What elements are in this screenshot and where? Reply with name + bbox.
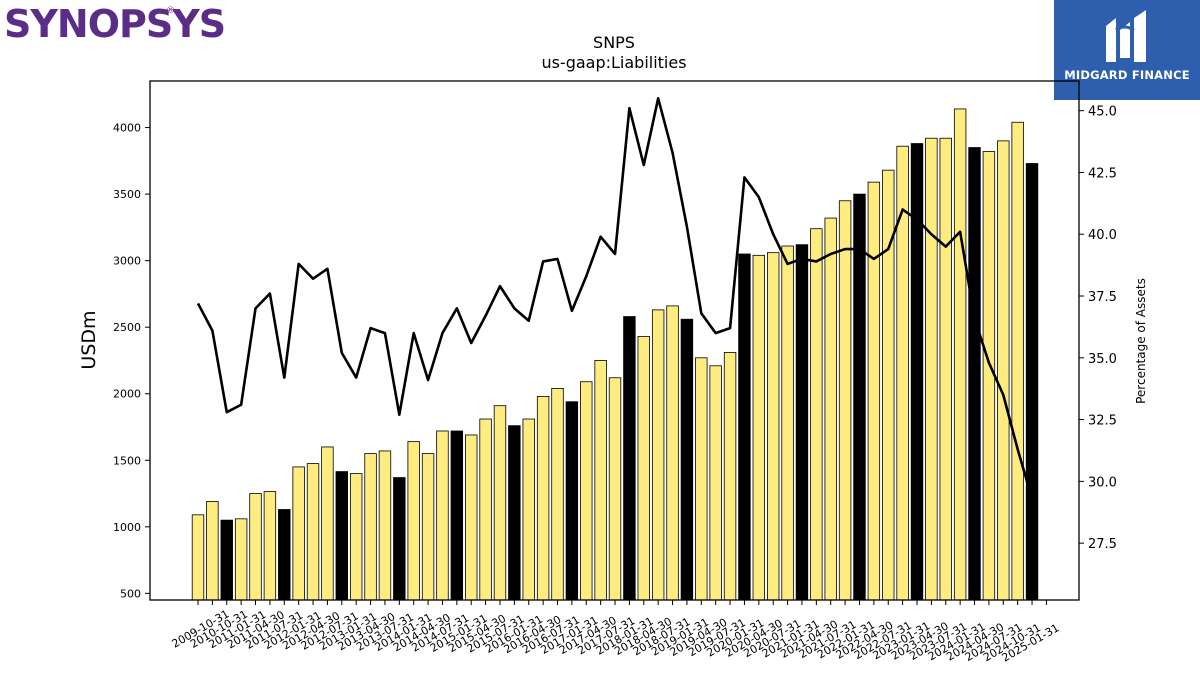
bar-2023-07-31 [953,108,967,601]
bar-2013-10-31 [393,477,406,601]
bar-2014-10-31 [450,430,464,601]
bar-2016-04-30 [536,395,550,601]
bar-2023-04-30 [939,137,952,601]
bar-2013-04-30 [364,453,377,601]
bar-2015-04-30 [479,418,492,601]
chart-subtitle: us-gaap:Liabilities [541,53,686,72]
bar-2017-01-31 [580,381,593,601]
bar-2012-04-30 [306,463,320,601]
bar-2012-01-31 [292,466,305,601]
bar-2014-07-31 [436,430,449,601]
bar-2020-07-31 [781,245,794,601]
bar-2021-07-31 [838,200,852,601]
y-tick-label: 3500 [113,188,141,201]
left-axis-ticks: 500 1000 1500 2000 2500 3000 3500 4000 [113,122,150,600]
bar-2018-01-31 [637,336,650,601]
bar-2012-10-31 [335,471,349,601]
bar-2013-01-31 [349,473,363,601]
midgard-m-icon [1106,10,1146,62]
bar-2020-04-30 [767,252,780,601]
bar-2010-10-31 [220,519,233,601]
midgard-finance-label: MIDGARD FINANCE [1064,68,1190,82]
bar-2019-01-31 [695,357,708,601]
y-tick-label: 3000 [113,255,141,268]
y-tick-label: 2000 [113,388,141,401]
bar-2020-01-31 [752,254,766,601]
bar-2023-01-31 [925,137,938,601]
registered-mark: ® [166,6,175,16]
y2-axis-label: Percentage of Assets [1134,278,1148,404]
y2-tick-label: 40.0 [1088,228,1117,243]
right-axis-ticks: 27.5 30.0 32.5 35.0 37.5 40.0 42.5 45.0 [1079,105,1117,552]
bar-2018-10-31 [680,318,694,601]
bar-2019-10-31 [738,253,751,601]
bar-2021-04-30 [824,217,837,601]
bar-2018-07-31 [666,305,679,601]
bar-2022-10-31 [910,143,924,601]
bar-2011-07-31 [263,491,277,601]
y2-tick-label: 30.0 [1088,475,1117,490]
y-tick-label: 500 [120,587,141,600]
bar-2015-01-31 [465,434,478,601]
bar-2016-10-31 [565,401,579,601]
plot-frame [149,80,1080,601]
bar-2016-01-31 [522,418,535,601]
bar-2016-07-31 [551,388,564,601]
bar-2018-04-30 [651,309,665,601]
y2-tick-label: 42.5 [1088,166,1117,181]
bar-2011-10-31 [278,509,291,601]
bar-series [191,108,1039,601]
x-axis-ticks: 2009-10-312010-10-312011-01-312011-04-30… [170,600,1062,665]
bar-2015-07-31 [493,405,507,601]
y-tick-label: 1000 [113,521,141,534]
y2-tick-label: 35.0 [1088,352,1117,367]
bar-2022-07-31 [896,145,909,601]
bar-2015-10-31 [508,425,521,601]
y-tick-label: 1500 [113,454,141,467]
y-tick-label: 2500 [113,321,141,334]
midgard-finance-logo: MIDGARD FINANCE [1054,0,1200,100]
y2-tick-label: 32.5 [1088,414,1117,429]
bar-2014-04-30 [421,453,435,601]
bar-2014-01-31 [407,441,420,601]
y2-tick-label: 37.5 [1088,290,1117,305]
bar-2009-10-31 [191,514,205,601]
synopsys-logo: SYNOPSYS ® [4,2,226,46]
chart-title: SNPS [593,33,635,52]
y2-tick-label: 45.0 [1088,105,1117,120]
bar-2011-04-30 [249,493,262,601]
y-axis-label: USDm [78,310,100,369]
bar-2020-10-31 [795,244,809,601]
y2-tick-label: 27.5 [1088,537,1117,552]
bar-2013-07-31 [378,450,392,601]
bar-2024-04-30 [997,140,1010,601]
bar-2024-01-31 [982,151,996,601]
bar-2024-07-31 [1011,121,1024,601]
bar-2023-10-31 [968,147,981,601]
bar-2019-04-30 [709,365,722,601]
bar-2017-10-31 [623,316,636,601]
bar-2017-04-30 [594,360,607,601]
y-tick-label: 4000 [113,122,141,135]
bar-2021-10-31 [853,193,866,601]
bar-2017-07-31 [608,377,622,601]
bar-2011-01-31 [234,518,248,601]
bar-2021-01-31 [810,228,823,601]
bar-2024-10-31 [1025,163,1039,601]
synopsys-wordmark: SYNOPSYS [4,2,226,46]
bar-2019-07-31 [723,352,737,601]
bar-2012-07-31 [321,446,334,601]
bar-2022-01-31 [867,181,881,601]
percentage-line [196,97,1034,500]
bar-2010-01-31 [206,501,219,601]
